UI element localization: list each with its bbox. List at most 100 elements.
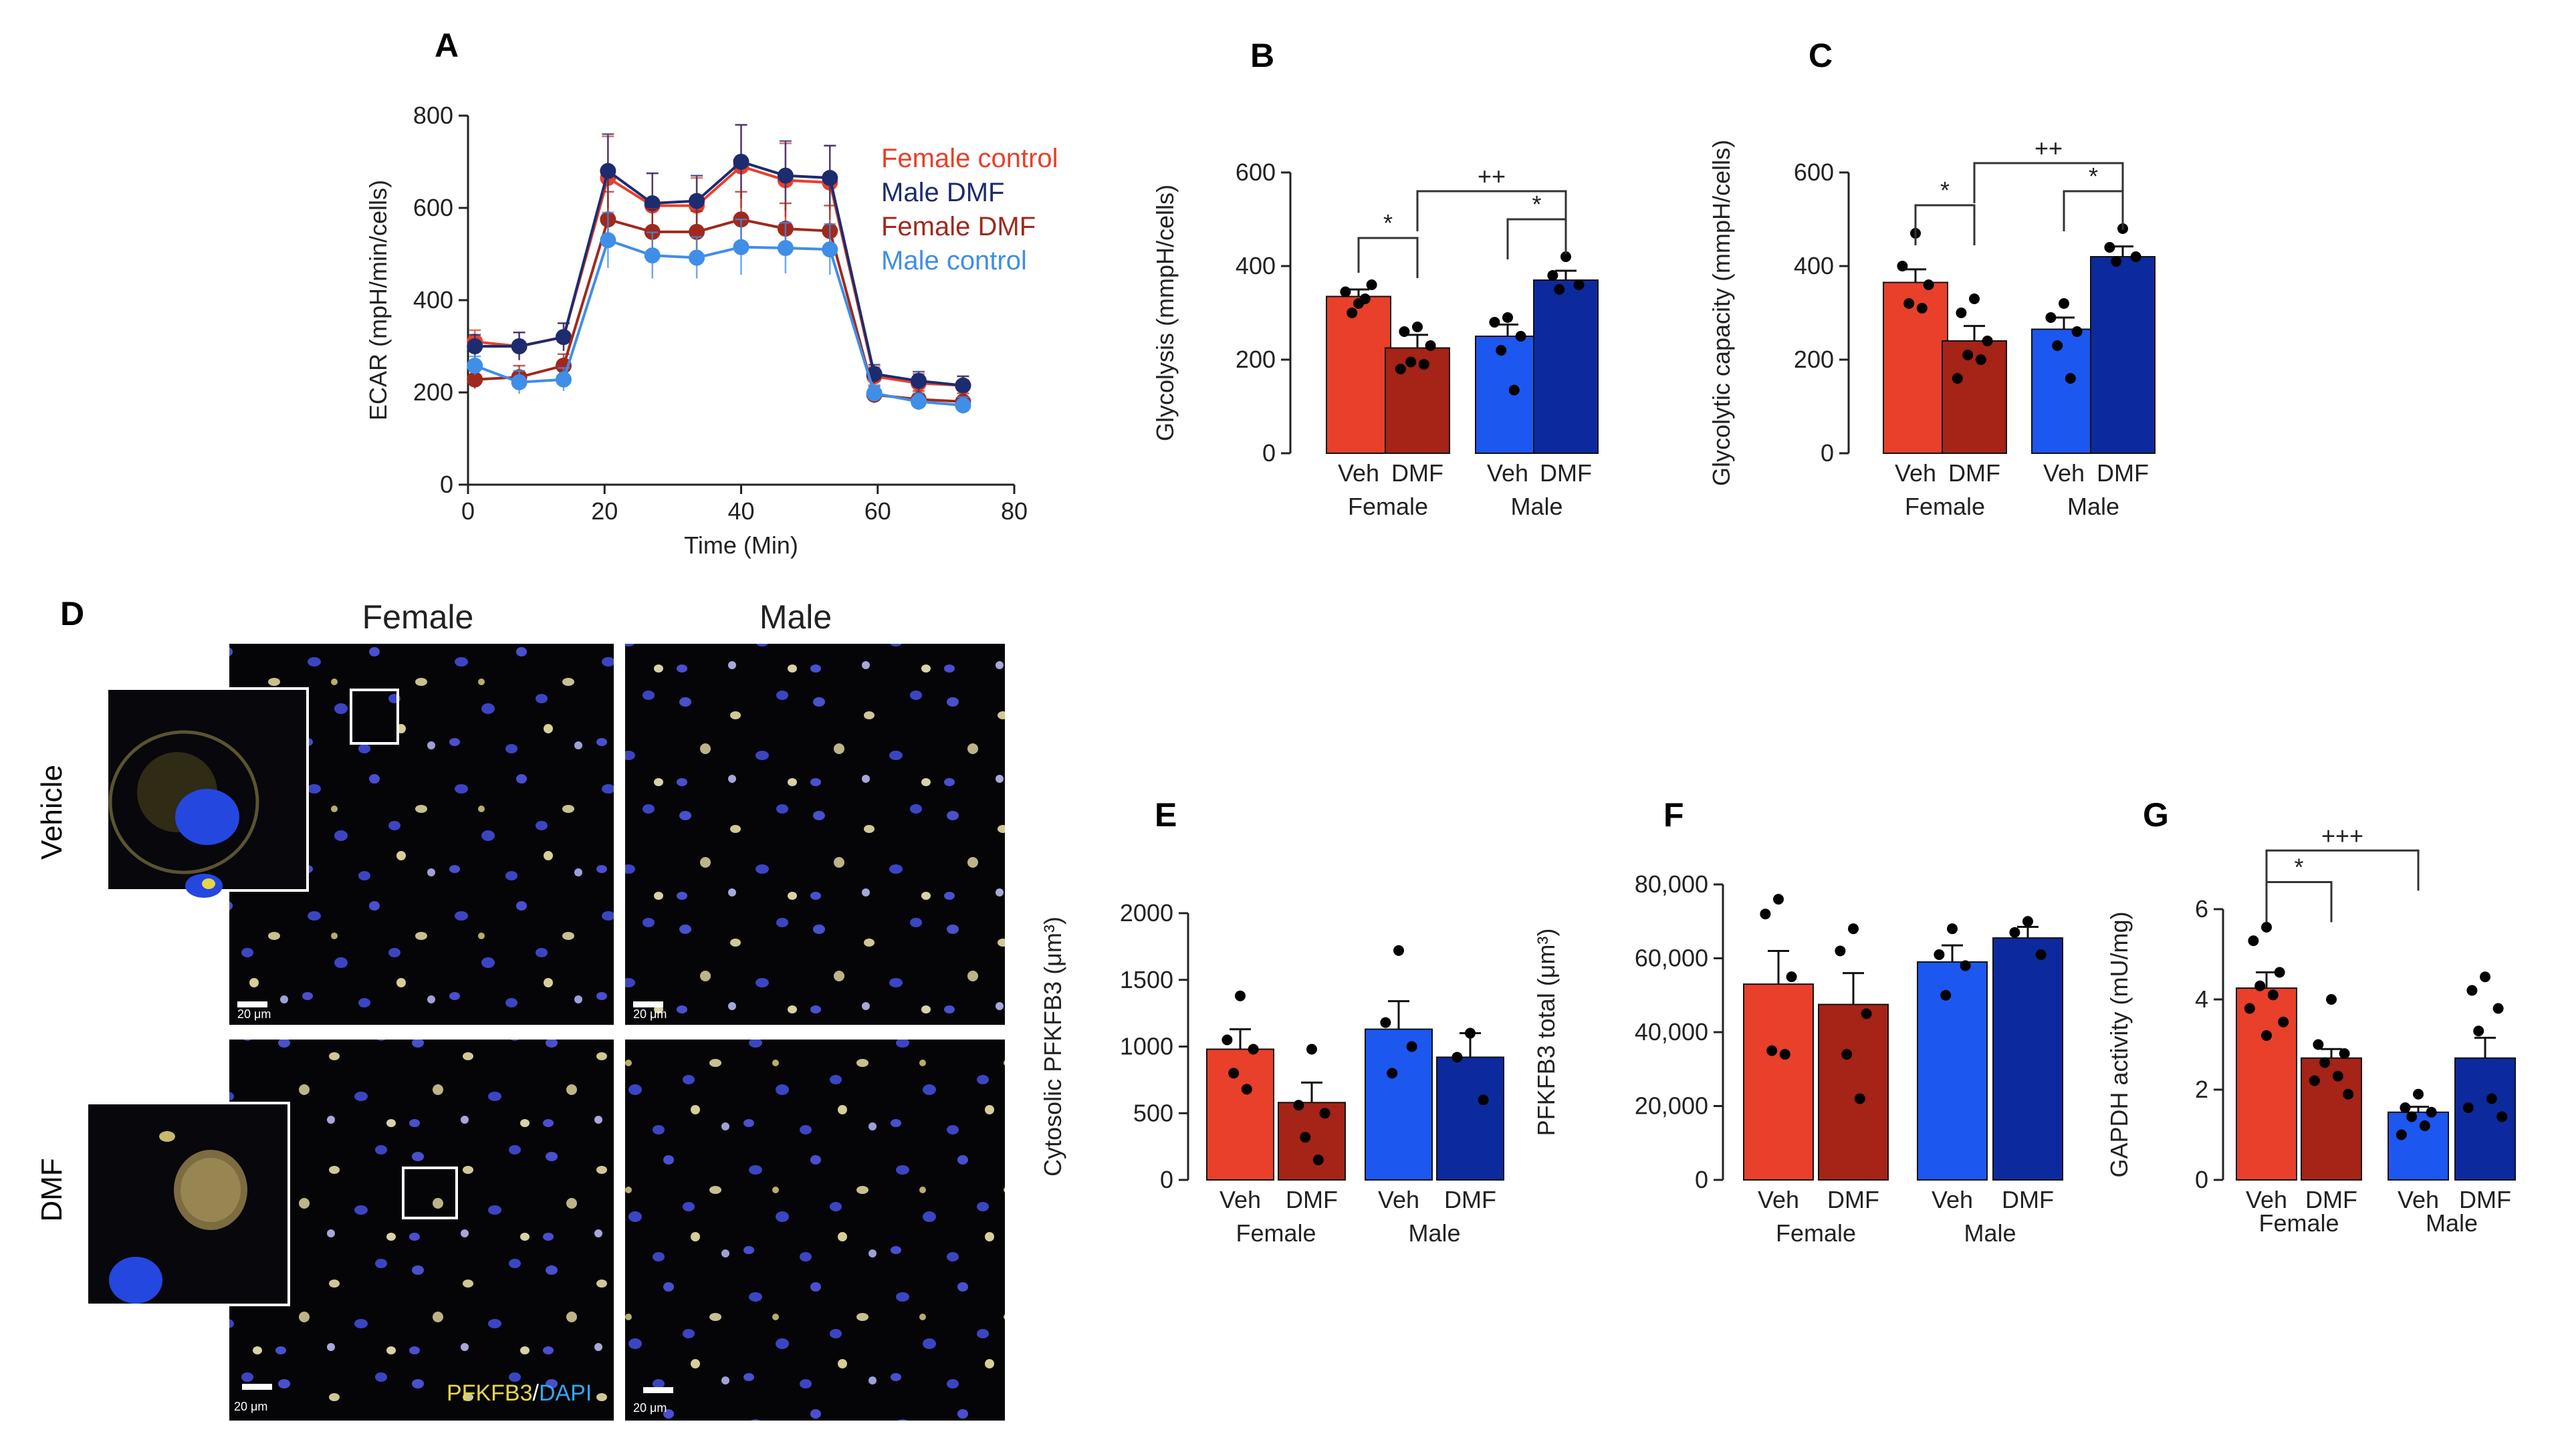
- data-point: [2052, 340, 2063, 351]
- legend-entry: Male control: [881, 246, 1027, 275]
- inset-vehicle: [106, 687, 309, 898]
- significance-label: *: [2089, 162, 2098, 190]
- data-point: [1489, 317, 1500, 328]
- data-point: [2274, 967, 2285, 978]
- data-point: [467, 371, 483, 388]
- data-point: [1451, 1052, 1463, 1063]
- data-point: [1347, 308, 1358, 318]
- data-point: [1228, 1068, 1240, 1079]
- significance-label: *: [1532, 191, 1541, 218]
- bar: [2301, 1057, 2362, 1181]
- data-point: [1916, 303, 1928, 314]
- x-tick-label: Veh: [1895, 459, 1936, 487]
- legend-entry: Male DMF: [881, 178, 1004, 207]
- data-point: [467, 338, 483, 354]
- data-point: [911, 372, 927, 389]
- data-point: [2406, 1111, 2418, 1122]
- data-point: [777, 240, 794, 257]
- data-point: [511, 338, 528, 354]
- data-point: [1854, 1093, 1865, 1104]
- panel-label-g: G: [2143, 796, 2169, 834]
- x-tick-label: DMF: [2002, 1186, 2054, 1213]
- data-point: [2319, 1057, 2331, 1068]
- significance-bracket: [1416, 190, 1567, 231]
- y-tick-label: 4: [2195, 985, 2208, 1013]
- significance-label: ++: [2035, 134, 2063, 162]
- significance-label: *: [1940, 176, 1950, 204]
- x-axis-title: Time (Min): [684, 531, 798, 559]
- x-tick-label: DMF: [1391, 459, 1443, 487]
- scale-bar: [237, 1001, 267, 1007]
- significance-label: *: [1383, 209, 1393, 237]
- data-point: [1412, 322, 1423, 332]
- group-label: Male: [1510, 493, 1562, 520]
- data-point: [911, 393, 927, 410]
- bar: [2236, 987, 2297, 1181]
- data-point: [2065, 373, 2076, 384]
- group-label: Male: [2067, 493, 2119, 520]
- data-point: [1766, 1045, 1778, 1056]
- data-point: [1861, 1008, 1872, 1019]
- data-point: [2473, 1025, 2484, 1037]
- y-tick-label: 20,000: [1635, 1092, 1708, 1120]
- scale-bar-label: 20 μm: [633, 1401, 667, 1415]
- bar: [2388, 1111, 2449, 1181]
- zoom-region-box: [402, 1167, 458, 1219]
- x-tick-label: 0: [461, 497, 475, 525]
- data-point: [1952, 373, 1963, 384]
- scale-bar: [633, 1001, 663, 1007]
- chart-e: E 0 500 1000 1500 2000 Cytosolic PFKFB3 (μm³) V…: [1039, 796, 1504, 1247]
- significance-bracket: [1973, 162, 2124, 203]
- significance-bracket: [1914, 204, 1976, 245]
- data-point: [467, 357, 483, 374]
- legend-entry: Female control: [881, 144, 1058, 173]
- x-tick-label: Veh: [1378, 1186, 1419, 1213]
- data-point: [1319, 1108, 1330, 1119]
- bar: [1743, 983, 1814, 1181]
- data-point: [1923, 279, 1934, 290]
- data-point: [1897, 261, 1908, 271]
- bar: [1533, 279, 1599, 454]
- y-tick-label: 400: [413, 286, 453, 314]
- data-point: [2326, 994, 2337, 1005]
- data-point: [2254, 980, 2266, 991]
- data-point: [1293, 1100, 1304, 1111]
- y-axis-title: GAPDH activity (mU/mg): [2105, 911, 2133, 1177]
- micrograph-male-vehicle: 20 μm: [625, 644, 1005, 1025]
- data-point: [1841, 1049, 1853, 1060]
- data-point: [1235, 990, 1246, 1001]
- data-point: [1934, 949, 1945, 960]
- y-tick-label: 200: [1794, 346, 1834, 373]
- significance-label: ++: [1478, 162, 1506, 190]
- data-point: [955, 397, 971, 414]
- significance-bracket: [2265, 849, 2420, 891]
- y-tick-label: 600: [1794, 158, 1834, 186]
- data-point: [1399, 326, 1410, 337]
- data-point: [733, 239, 749, 255]
- bar: [1326, 295, 1391, 454]
- y-tick-label: 500: [1133, 1099, 1173, 1126]
- y-tick-label: 200: [413, 378, 453, 406]
- data-point: [511, 374, 528, 390]
- data-point: [1982, 336, 1993, 346]
- bar: [1206, 1048, 1274, 1181]
- row-label-dmf: DMF: [35, 1158, 68, 1221]
- x-tick-label: 40: [727, 497, 754, 525]
- y-axis-title: Glycolysis (mmpH/cells): [1151, 185, 1179, 441]
- x-tick-label: Veh: [1758, 1186, 1799, 1213]
- y-tick-label: 800: [413, 102, 453, 129]
- scale-bar-label: 20 μm: [237, 1007, 271, 1021]
- y-tick-label: 40,000: [1635, 1018, 1708, 1046]
- group-label: Male: [2426, 1209, 2478, 1237]
- data-point: [2261, 1030, 2272, 1041]
- data-point: [1359, 293, 1371, 304]
- significance-bracket: [1506, 218, 1567, 259]
- data-point: [2396, 1129, 2407, 1140]
- data-point: [2466, 985, 2478, 996]
- group-label: Female: [2258, 1209, 2339, 1237]
- data-point: [2059, 298, 2069, 309]
- data-point: [1848, 923, 1859, 935]
- stain-legend: PFKFB3/DAPI: [447, 1380, 592, 1406]
- y-tick-label: 400: [1794, 252, 1834, 279]
- data-point: [1406, 1041, 1417, 1052]
